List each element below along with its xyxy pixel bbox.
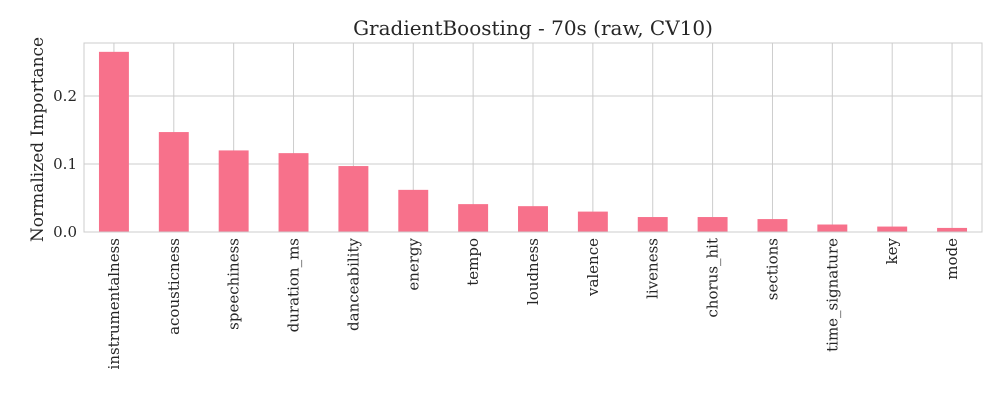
bar-speechiness [218,150,249,232]
y-tick-label: 0.0 [53,223,77,241]
x-tick-label-instrumentalness: instrumentalness [105,238,123,369]
x-tick-label-acousticness: acousticness [165,238,183,335]
bar-instrumentalness [98,51,129,232]
x-tick-label-duration-ms: duration_ms [285,238,303,332]
x-tick-label-sections: sections [763,238,781,300]
y-tick-label: 0.2 [53,87,77,105]
x-tick-label-danceability: danceability [344,237,362,330]
bar-tempo [458,204,489,232]
bar-loudness [518,206,548,232]
bar-danceability [338,166,369,232]
bar-time-signature [817,224,848,232]
plot-frame [83,42,983,233]
x-tick-label-loudness: loudness [524,238,542,305]
y-tick-label: 0.1 [53,155,77,173]
x-axis-ticks: instrumentalness acousticness speechiness d… [105,237,961,369]
x-tick-label-mode: mode [943,238,961,280]
x-tick-label-liveness: liveness [644,238,662,299]
bar-duration-ms [278,153,309,232]
x-tick-label-tempo: tempo [464,238,482,286]
bar-mode [937,227,968,232]
bar-liveness [637,217,668,232]
bar-sections [757,219,788,232]
x-tick-label-time-signature: time_signature [823,238,841,352]
x-tick-label-energy: energy [404,237,422,290]
bar-chorus-hit [697,217,728,232]
bar-energy [398,189,429,232]
chart-title: GradientBoosting - 70s (raw, CV10) [353,16,713,40]
bars [98,51,968,232]
bar-acousticness [158,132,189,232]
y-axis-label: Normalized Importance [28,37,48,242]
y-axis-ticks: 0.0 0.1 0.2 [53,87,77,241]
x-tick-label-key: key [883,237,901,264]
x-tick-label-chorus-hit: chorus_hit [704,238,722,318]
x-tick-label-speechiness: speechiness [225,238,243,330]
x-tick-label-valence: valence [584,238,602,297]
bar-valence [577,211,608,232]
bar-key [877,226,908,232]
